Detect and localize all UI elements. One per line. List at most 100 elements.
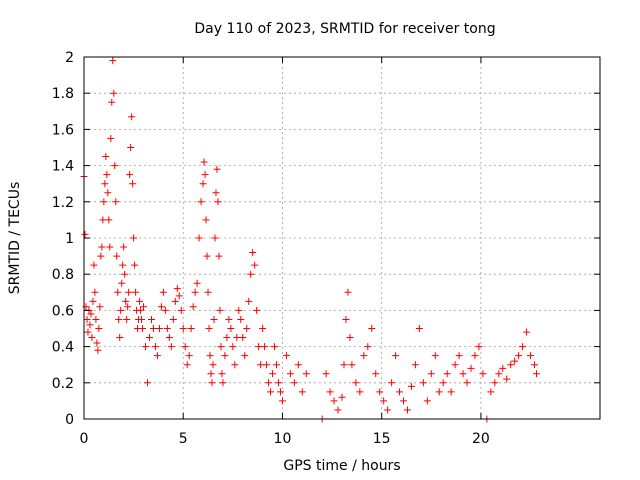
data-point: [193, 279, 201, 287]
data-point: [503, 375, 511, 383]
data-point: [200, 158, 208, 166]
data-point: [233, 334, 241, 342]
data-point: [241, 352, 249, 360]
data-point: [322, 370, 330, 378]
data-point: [128, 113, 136, 121]
data-point: [225, 315, 233, 323]
data-point: [173, 285, 181, 293]
data-point: [153, 352, 161, 360]
data-point: [223, 334, 231, 342]
data-point: [91, 288, 99, 296]
data-point: [356, 388, 364, 396]
data-point: [523, 328, 531, 336]
data-point: [119, 261, 127, 269]
data-point: [219, 379, 227, 387]
data-point: [87, 310, 95, 318]
data-point: [532, 370, 540, 378]
grid-lines: [84, 57, 600, 419]
data-point: [267, 388, 275, 396]
data-point: [372, 370, 380, 378]
data-point: [137, 306, 145, 314]
data-point: [235, 306, 243, 314]
data-point: [102, 153, 110, 161]
data-point: [209, 361, 217, 369]
data-point: [92, 315, 100, 323]
data-point: [515, 352, 523, 360]
data-point: [159, 288, 167, 296]
data-point: [519, 343, 527, 351]
x-tick-label: 0: [80, 431, 89, 447]
data-point: [177, 306, 185, 314]
y-tick-labels: 0 0.2 0.4 0.6 0.8 1 1.2 1.4 1.6 1.8 2: [52, 50, 74, 428]
data-point: [217, 343, 225, 351]
data-point: [167, 343, 175, 351]
data-point: [89, 297, 97, 305]
data-point: [90, 261, 98, 269]
data-point: [202, 216, 210, 224]
data-point: [215, 252, 223, 260]
data-points: [80, 57, 540, 423]
data-point: [113, 252, 121, 260]
data-point: [278, 397, 286, 405]
data-point: [108, 98, 116, 106]
data-point: [136, 297, 144, 305]
data-point: [142, 343, 150, 351]
y-tick-label: 1.4: [52, 159, 74, 175]
x-tick-label: 20: [472, 431, 490, 447]
data-point: [495, 370, 503, 378]
data-point: [129, 180, 137, 188]
data-point: [144, 379, 152, 387]
data-point: [380, 397, 388, 405]
data-point: [249, 248, 257, 256]
y-tick-label: 1.6: [52, 122, 74, 138]
data-point: [392, 352, 400, 360]
data-point: [115, 315, 123, 323]
axis-ticks: [83, 56, 600, 420]
data-point: [131, 261, 139, 269]
data-point: [132, 288, 140, 296]
x-tick-label: 15: [373, 431, 391, 447]
data-point: [81, 230, 89, 238]
data-point: [93, 339, 101, 347]
data-point: [149, 325, 157, 332]
data-point: [415, 325, 423, 332]
data-point: [419, 379, 427, 387]
data-point: [499, 364, 507, 372]
y-tick-label: 0.4: [52, 340, 74, 356]
data-point: [276, 388, 284, 396]
data-point: [169, 315, 177, 323]
data-point: [338, 393, 346, 401]
data-point: [112, 198, 120, 206]
data-point: [216, 306, 224, 314]
data-point: [107, 134, 115, 142]
data-point: [443, 370, 451, 378]
data-point: [197, 198, 205, 206]
data-point: [231, 361, 239, 369]
data-point: [229, 343, 237, 351]
data-point: [527, 352, 535, 360]
data-point: [199, 180, 207, 188]
data-point: [396, 388, 404, 396]
data-point: [212, 189, 220, 197]
data-point: [147, 315, 155, 323]
data-point: [124, 303, 132, 311]
data-point: [302, 370, 310, 378]
data-point: [171, 297, 179, 305]
data-point: [407, 382, 415, 390]
data-point: [155, 325, 163, 332]
data-point: [531, 361, 539, 369]
data-point: [411, 361, 419, 369]
data-point: [221, 352, 229, 360]
data-point: [237, 315, 245, 323]
data-point: [105, 216, 113, 224]
data-point: [245, 297, 253, 305]
data-point: [273, 361, 281, 369]
y-tick-label: 0: [65, 412, 74, 428]
data-point: [110, 89, 118, 97]
data-point: [103, 171, 111, 179]
data-point: [151, 343, 159, 351]
data-point: [475, 343, 483, 351]
data-point: [109, 57, 117, 65]
data-point: [126, 171, 134, 179]
data-point: [459, 370, 467, 378]
